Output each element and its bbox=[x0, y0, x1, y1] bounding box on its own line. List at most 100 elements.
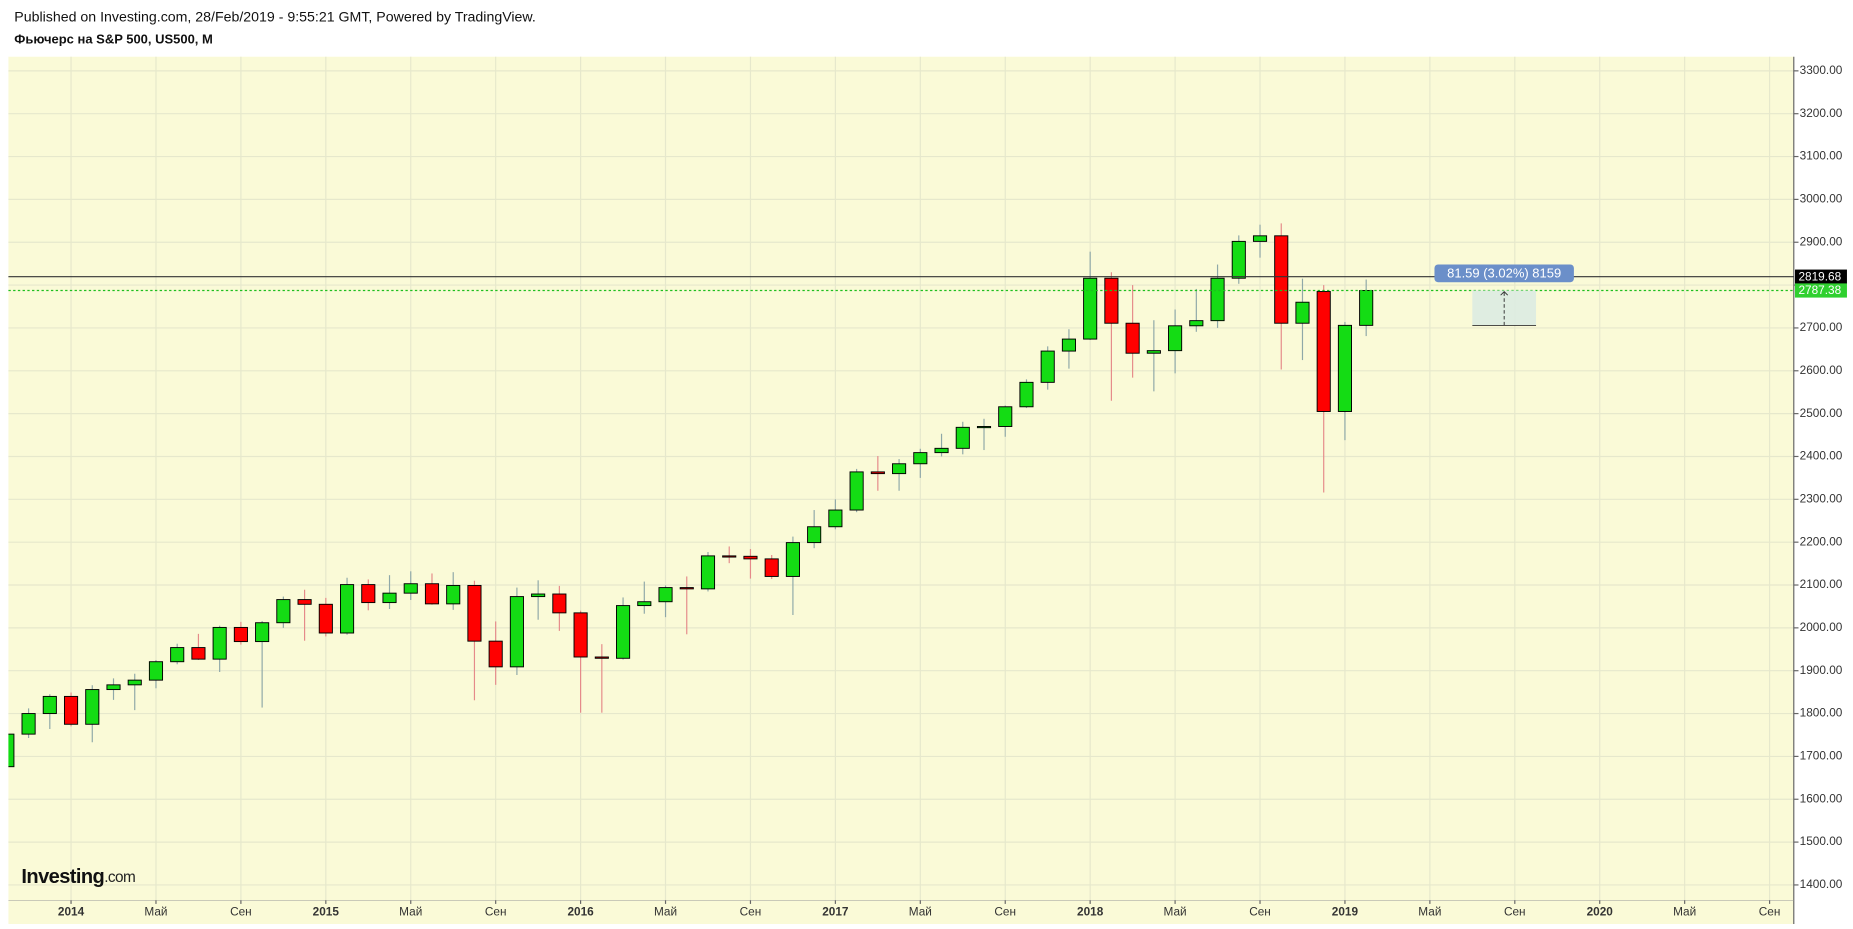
last-price-label: 2787.38 bbox=[1799, 283, 1842, 297]
y-tick-label: 2300.00 bbox=[1800, 491, 1843, 505]
candle-body bbox=[424, 583, 440, 605]
x-tick-label: Сен bbox=[740, 904, 762, 918]
x-tick-label: 2014 bbox=[58, 904, 85, 918]
x-tick-label: Сен bbox=[994, 904, 1016, 918]
candle-body bbox=[743, 555, 758, 560]
logo-suffix: .com bbox=[104, 869, 135, 886]
x-tick-label: Май bbox=[1418, 904, 1441, 918]
candle-body bbox=[785, 542, 800, 577]
instrument-title: Фьючерс на S&P 500, US500, M bbox=[14, 32, 213, 47]
x-tick-label: Сен bbox=[485, 904, 507, 918]
y-tick-label: 3000.00 bbox=[1800, 192, 1843, 206]
measure-label: 81.59 (3.02%) 8159 bbox=[1447, 265, 1561, 280]
candle-body bbox=[870, 471, 885, 475]
y-tick-label: 3200.00 bbox=[1800, 106, 1843, 120]
plot-area bbox=[8, 56, 1794, 901]
candle-body bbox=[148, 661, 164, 681]
candle-body bbox=[934, 447, 949, 454]
candle-body bbox=[637, 601, 652, 607]
candle-body bbox=[212, 626, 227, 660]
candle-body bbox=[828, 509, 843, 528]
y-tick-label: 2600.00 bbox=[1800, 363, 1843, 377]
plot bbox=[8, 223, 1374, 768]
candle-body bbox=[573, 612, 588, 658]
x-tick-label: Май bbox=[909, 904, 932, 918]
candle-body bbox=[8, 733, 15, 768]
x-tick-label: Май bbox=[1164, 904, 1187, 918]
x-tick-label: Сен bbox=[1504, 904, 1526, 918]
candle-body bbox=[42, 695, 57, 715]
candle-body bbox=[21, 713, 36, 735]
logo: Investing.com bbox=[21, 866, 135, 888]
y-tick-label: 2900.00 bbox=[1800, 234, 1843, 248]
candle-body bbox=[1083, 277, 1098, 340]
candle-body bbox=[85, 689, 100, 725]
y-tick-label: 1400.00 bbox=[1800, 877, 1843, 891]
candle-body bbox=[1104, 277, 1119, 324]
measure-label-box bbox=[1434, 264, 1574, 283]
y-tick-label: 1700.00 bbox=[1800, 749, 1843, 763]
x-tick-label: 2018 bbox=[1077, 904, 1104, 918]
candle-body bbox=[1359, 290, 1374, 326]
x-tick-label: Май bbox=[1673, 904, 1696, 918]
candle-body bbox=[339, 584, 355, 634]
y-tick-label: 2500.00 bbox=[1800, 406, 1843, 420]
logo-name: Investing.com bbox=[21, 866, 135, 888]
candle-body bbox=[616, 605, 631, 659]
x-axis-strip bbox=[8, 900, 1794, 924]
grid bbox=[8, 56, 1794, 901]
candle-body bbox=[679, 587, 694, 590]
x-tick-label: 2015 bbox=[313, 904, 340, 918]
candle-body bbox=[764, 558, 779, 577]
x-tick-label: Сен bbox=[1249, 904, 1271, 918]
measure-arrow-head bbox=[1500, 291, 1509, 296]
candle-body bbox=[382, 592, 397, 604]
x-tick-label: Май bbox=[144, 904, 167, 918]
candle-body bbox=[403, 583, 418, 594]
x-tick-label: Май bbox=[399, 904, 422, 918]
candle-body bbox=[1231, 240, 1246, 279]
y-tick-label: 2100.00 bbox=[1800, 577, 1843, 591]
y-tick-label: 2000.00 bbox=[1800, 620, 1843, 634]
y-tick-label: 2200.00 bbox=[1800, 534, 1843, 548]
candle-body bbox=[63, 695, 79, 725]
candle-body bbox=[467, 584, 482, 642]
candle-body bbox=[509, 596, 524, 668]
candle-body bbox=[594, 656, 609, 659]
y-tick-label: 2400.00 bbox=[1800, 449, 1843, 463]
last-price-tag bbox=[1794, 283, 1847, 298]
y-tick-label: 1900.00 bbox=[1800, 663, 1843, 677]
x-tick-label: Сен bbox=[1759, 904, 1781, 918]
candle-body bbox=[1168, 325, 1183, 352]
candle-body bbox=[1189, 320, 1204, 327]
candle-body bbox=[913, 452, 928, 465]
logo-name-text: Investing bbox=[21, 866, 104, 888]
candle-body bbox=[807, 526, 822, 544]
x-tick-label: Сен bbox=[230, 904, 252, 918]
candle-body bbox=[892, 463, 907, 475]
reference-price-label: 2819.68 bbox=[1799, 269, 1842, 283]
reference-price-tag bbox=[1794, 269, 1847, 284]
candle-body bbox=[1146, 350, 1161, 354]
x-tick-label: 2017 bbox=[822, 904, 849, 918]
candle-body bbox=[1252, 235, 1268, 242]
candle-body bbox=[552, 593, 567, 614]
candle-body bbox=[255, 622, 270, 643]
candle-body bbox=[1295, 301, 1310, 324]
y-tick-label: 3300.00 bbox=[1800, 63, 1843, 77]
candle-body bbox=[191, 647, 206, 660]
candle-body bbox=[170, 647, 185, 663]
candle-body bbox=[722, 555, 737, 558]
candle-body bbox=[488, 640, 503, 668]
candle-body bbox=[1061, 338, 1076, 352]
candle-body bbox=[658, 587, 673, 603]
candle-body bbox=[1274, 235, 1289, 324]
candle-body bbox=[127, 679, 142, 686]
y-tick-label: 1600.00 bbox=[1800, 791, 1843, 805]
candle-body bbox=[955, 426, 970, 449]
candle-body bbox=[446, 584, 461, 605]
candle-body bbox=[1040, 350, 1055, 383]
x-tick-label: 2016 bbox=[567, 904, 594, 918]
y-tick-label: 3100.00 bbox=[1800, 149, 1843, 163]
